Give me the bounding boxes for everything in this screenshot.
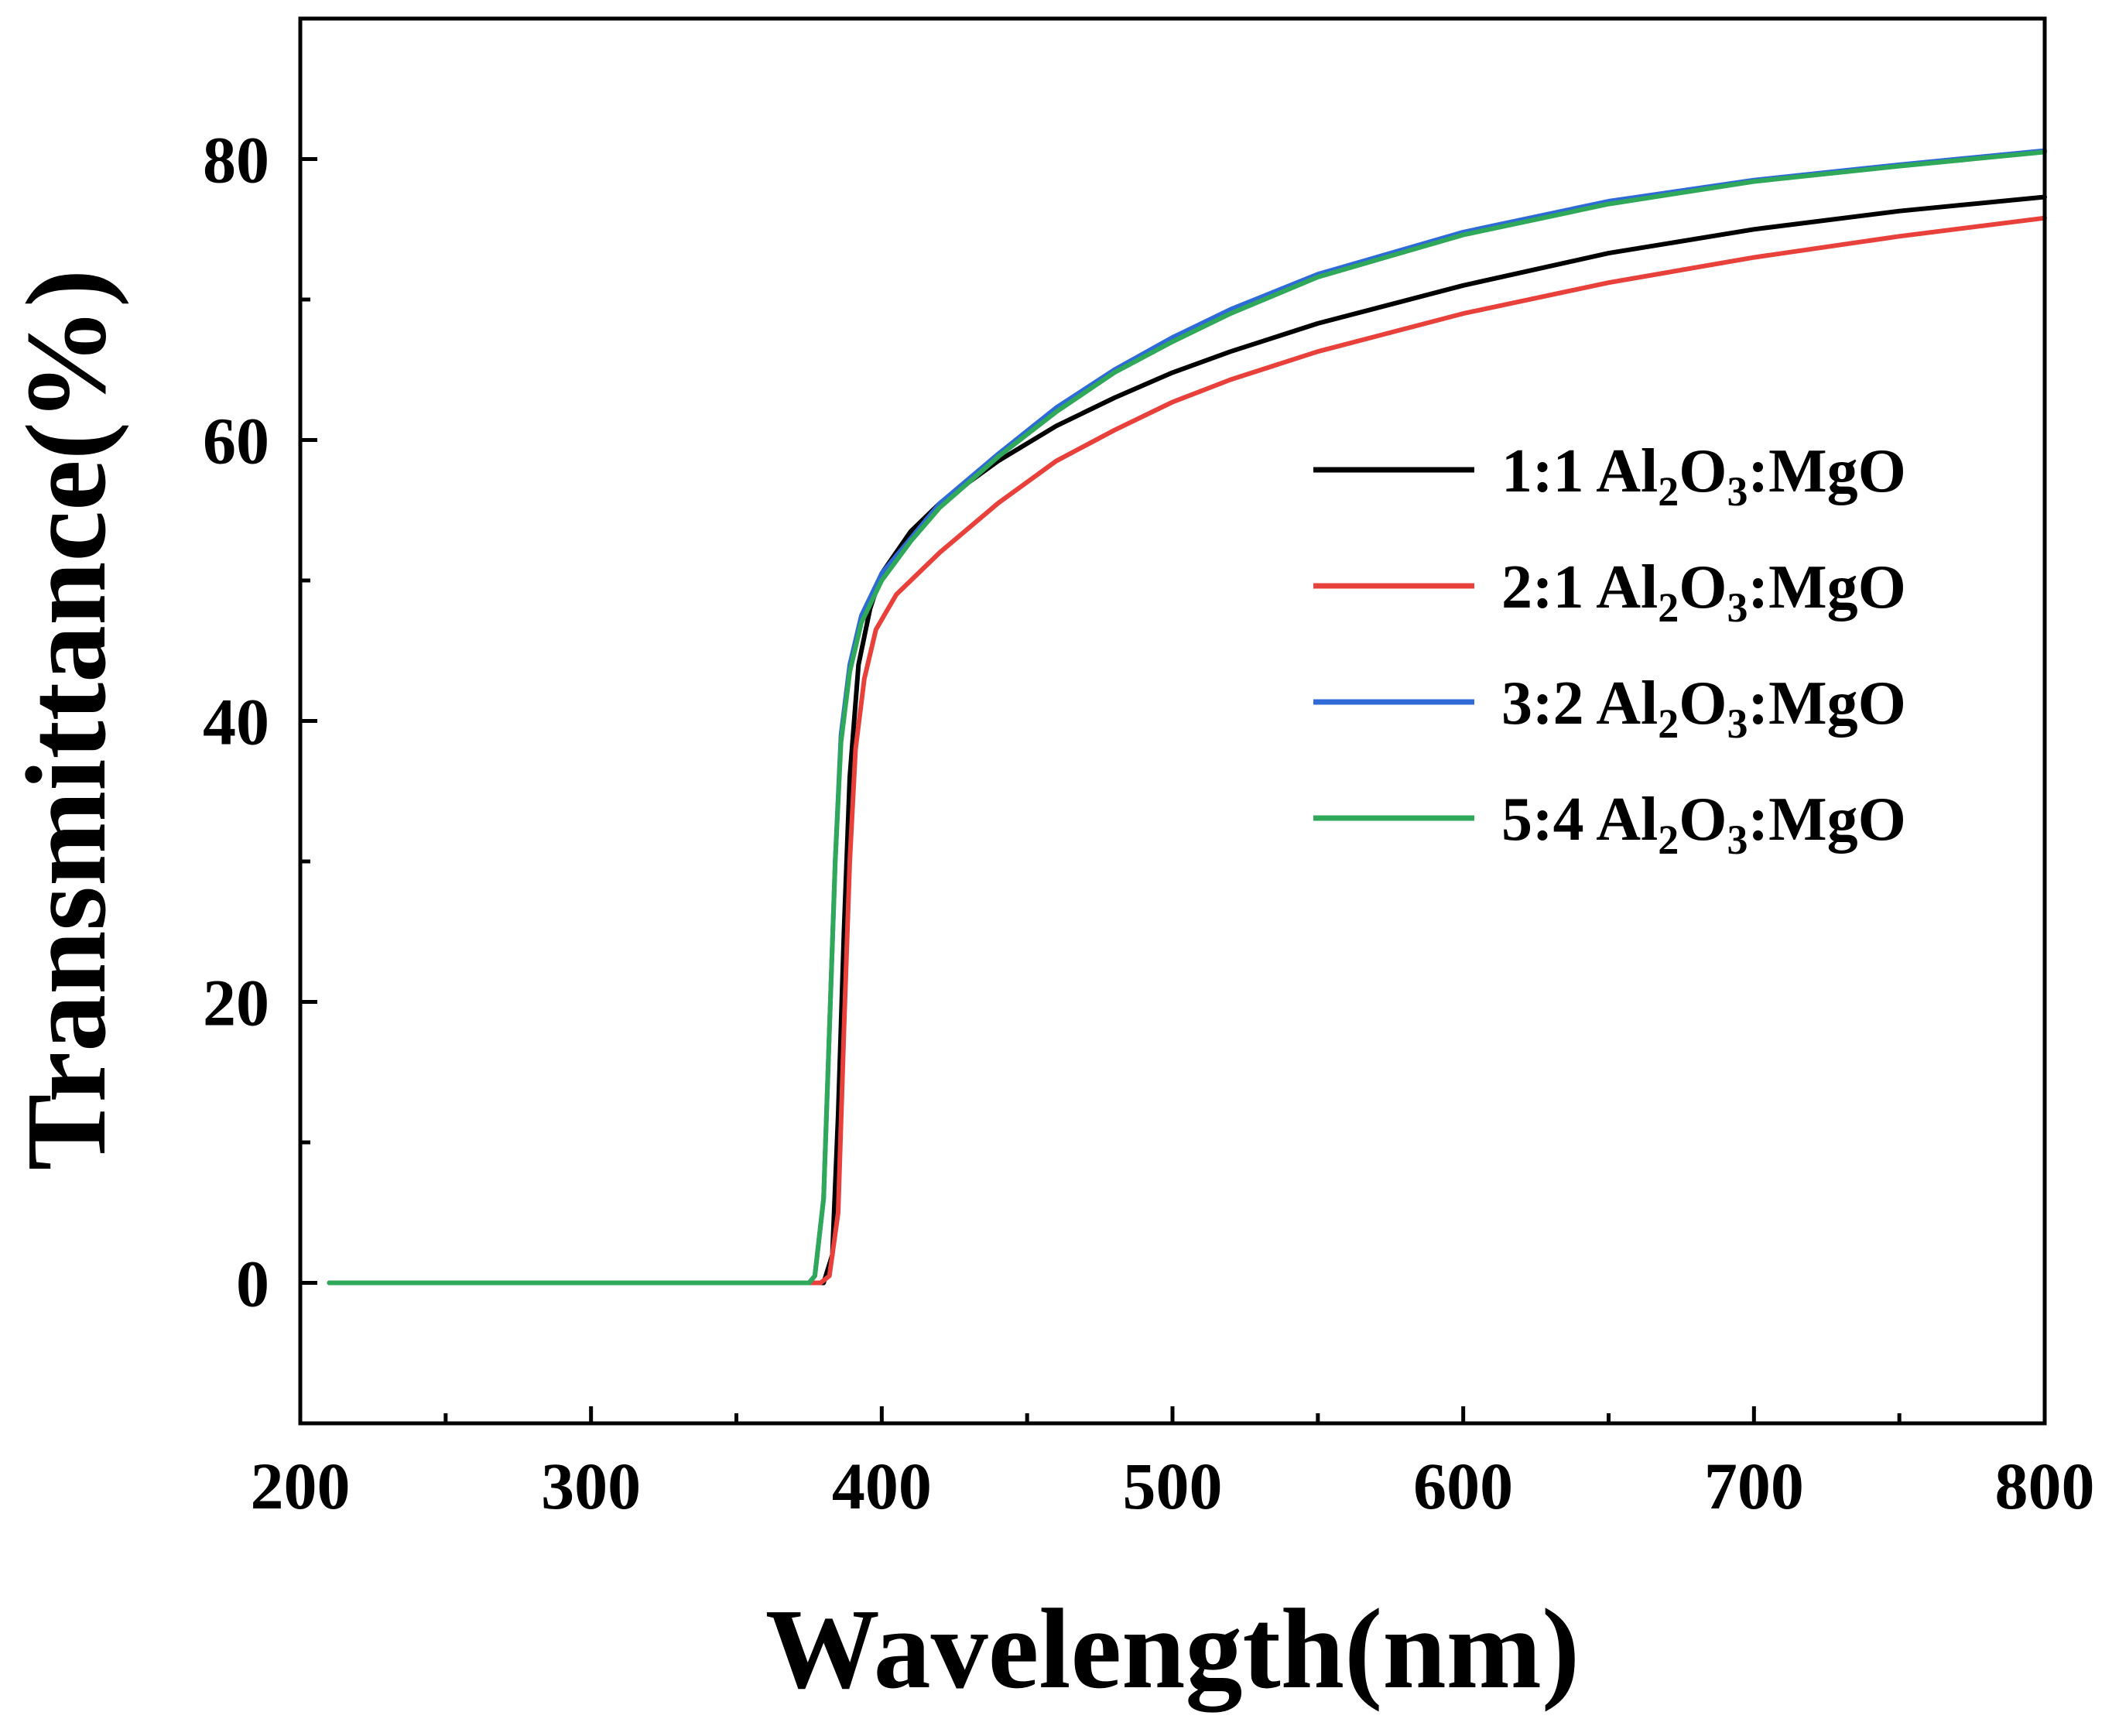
y-tick-label-80: 80 [203,123,269,197]
tick-labels: 200 300 400 500 600 700 800 0 20 40 60 80 [203,123,2095,1524]
x-tick-label-300: 300 [541,1449,641,1523]
legend-label-3: 3:2 Al2O3:MgO [1501,669,1906,747]
axis-ticks [298,16,2047,1426]
series-line-2 [327,215,2047,1286]
y-axis-title: Transmittance(%) [3,269,130,1171]
series-line-4 [327,149,2047,1286]
x-tick-label-600: 600 [1413,1449,1513,1523]
x-tick-label-800: 800 [1995,1449,2095,1523]
legend-label-2: 2:1 Al2O3:MgO [1501,553,1906,631]
y-tick-label-0: 0 [236,1247,269,1321]
legend-label-1: 1:1 Al2O3:MgO [1501,437,1906,515]
series-lines [327,148,2047,1286]
x-tick-label-400: 400 [832,1449,932,1523]
plot-frame [298,16,2047,1426]
y-tick-label-40: 40 [203,685,269,759]
x-tick-label-500: 500 [1123,1449,1223,1523]
y-tick-label-60: 60 [203,404,269,478]
x-axis-title: Wavelength(nm) [765,1586,1580,1713]
x-tick-label-200: 200 [251,1449,351,1523]
y-tick-label-20: 20 [203,966,269,1040]
x-tick-label-700: 700 [1704,1449,1804,1523]
legend-label-4: 5:4 Al2O3:MgO [1501,786,1906,863]
legend: 1:1 Al2O3:MgO 2:1 Al2O3:MgO 3:2 Al2O3:MgO 5… [1313,437,1906,863]
